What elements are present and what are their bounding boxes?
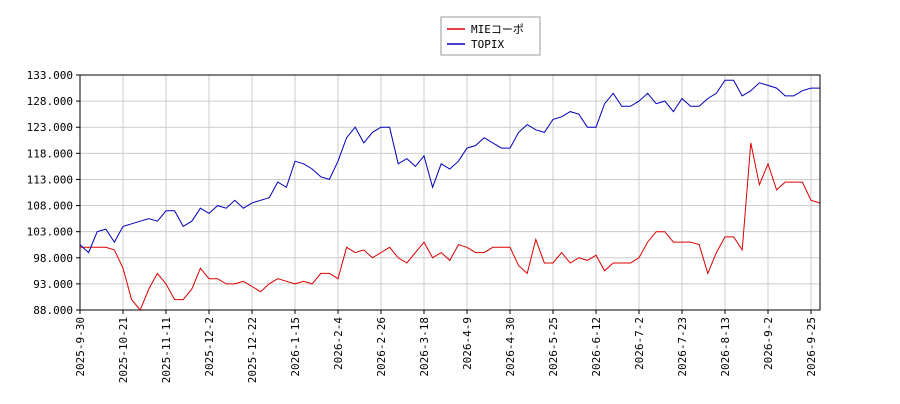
y-tick-label: 108.000 — [27, 200, 73, 213]
y-tick-label: 103.000 — [27, 226, 73, 239]
x-tick-label: 2025-12-2 — [203, 317, 216, 377]
x-tick-label: 2026-4-30 — [504, 317, 517, 377]
y-tick-label: 118.000 — [27, 147, 73, 160]
plot-frame — [79, 74, 821, 311]
y-tick-label: 133.000 — [27, 69, 73, 82]
series-line — [80, 142, 820, 311]
y-tick-label: 98.000 — [33, 252, 73, 265]
x-tick-label: 2026-2-26 — [375, 317, 388, 377]
y-tick-label: 128.000 — [27, 95, 73, 108]
x-tick-label: 2026-6-12 — [590, 317, 603, 377]
legend-label: TOPIX — [471, 38, 504, 51]
x-tick-label: 2026-3-18 — [418, 317, 431, 377]
x-tick-label: 2026-9-2 — [762, 317, 775, 370]
x-tick-label: 2025-11-11 — [160, 317, 173, 383]
x-tick-label: 2025-9-30 — [74, 317, 87, 377]
y-tick-label: 88.000 — [33, 304, 73, 317]
x-tick-label: 2026-2-4 — [332, 317, 345, 370]
y-tick-label: 123.000 — [27, 121, 73, 134]
y-tick-label: 93.000 — [33, 278, 73, 291]
x-tick-label: 2026-1-15 — [289, 317, 302, 377]
y-tick-label: 113.000 — [27, 173, 73, 186]
series-line — [79, 79, 820, 254]
x-tick-label: 2025-10-21 — [117, 317, 130, 383]
x-tick-label: 2025-12-22 — [246, 317, 259, 383]
x-tick-label: 2026-5-25 — [547, 317, 560, 377]
x-tick-label: 2026-4-9 — [461, 317, 474, 370]
legend-label: MIEコーポ — [471, 23, 524, 36]
x-tick-label: 2026-7-23 — [676, 317, 689, 377]
x-tick-label: 2026-9-25 — [805, 317, 818, 377]
x-tick-label: 2026-8-13 — [719, 317, 732, 377]
x-tick-label: 2026-7-2 — [633, 317, 646, 370]
legend: MIEコーポ TOPIX — [447, 23, 524, 51]
legend-box — [440, 16, 541, 56]
